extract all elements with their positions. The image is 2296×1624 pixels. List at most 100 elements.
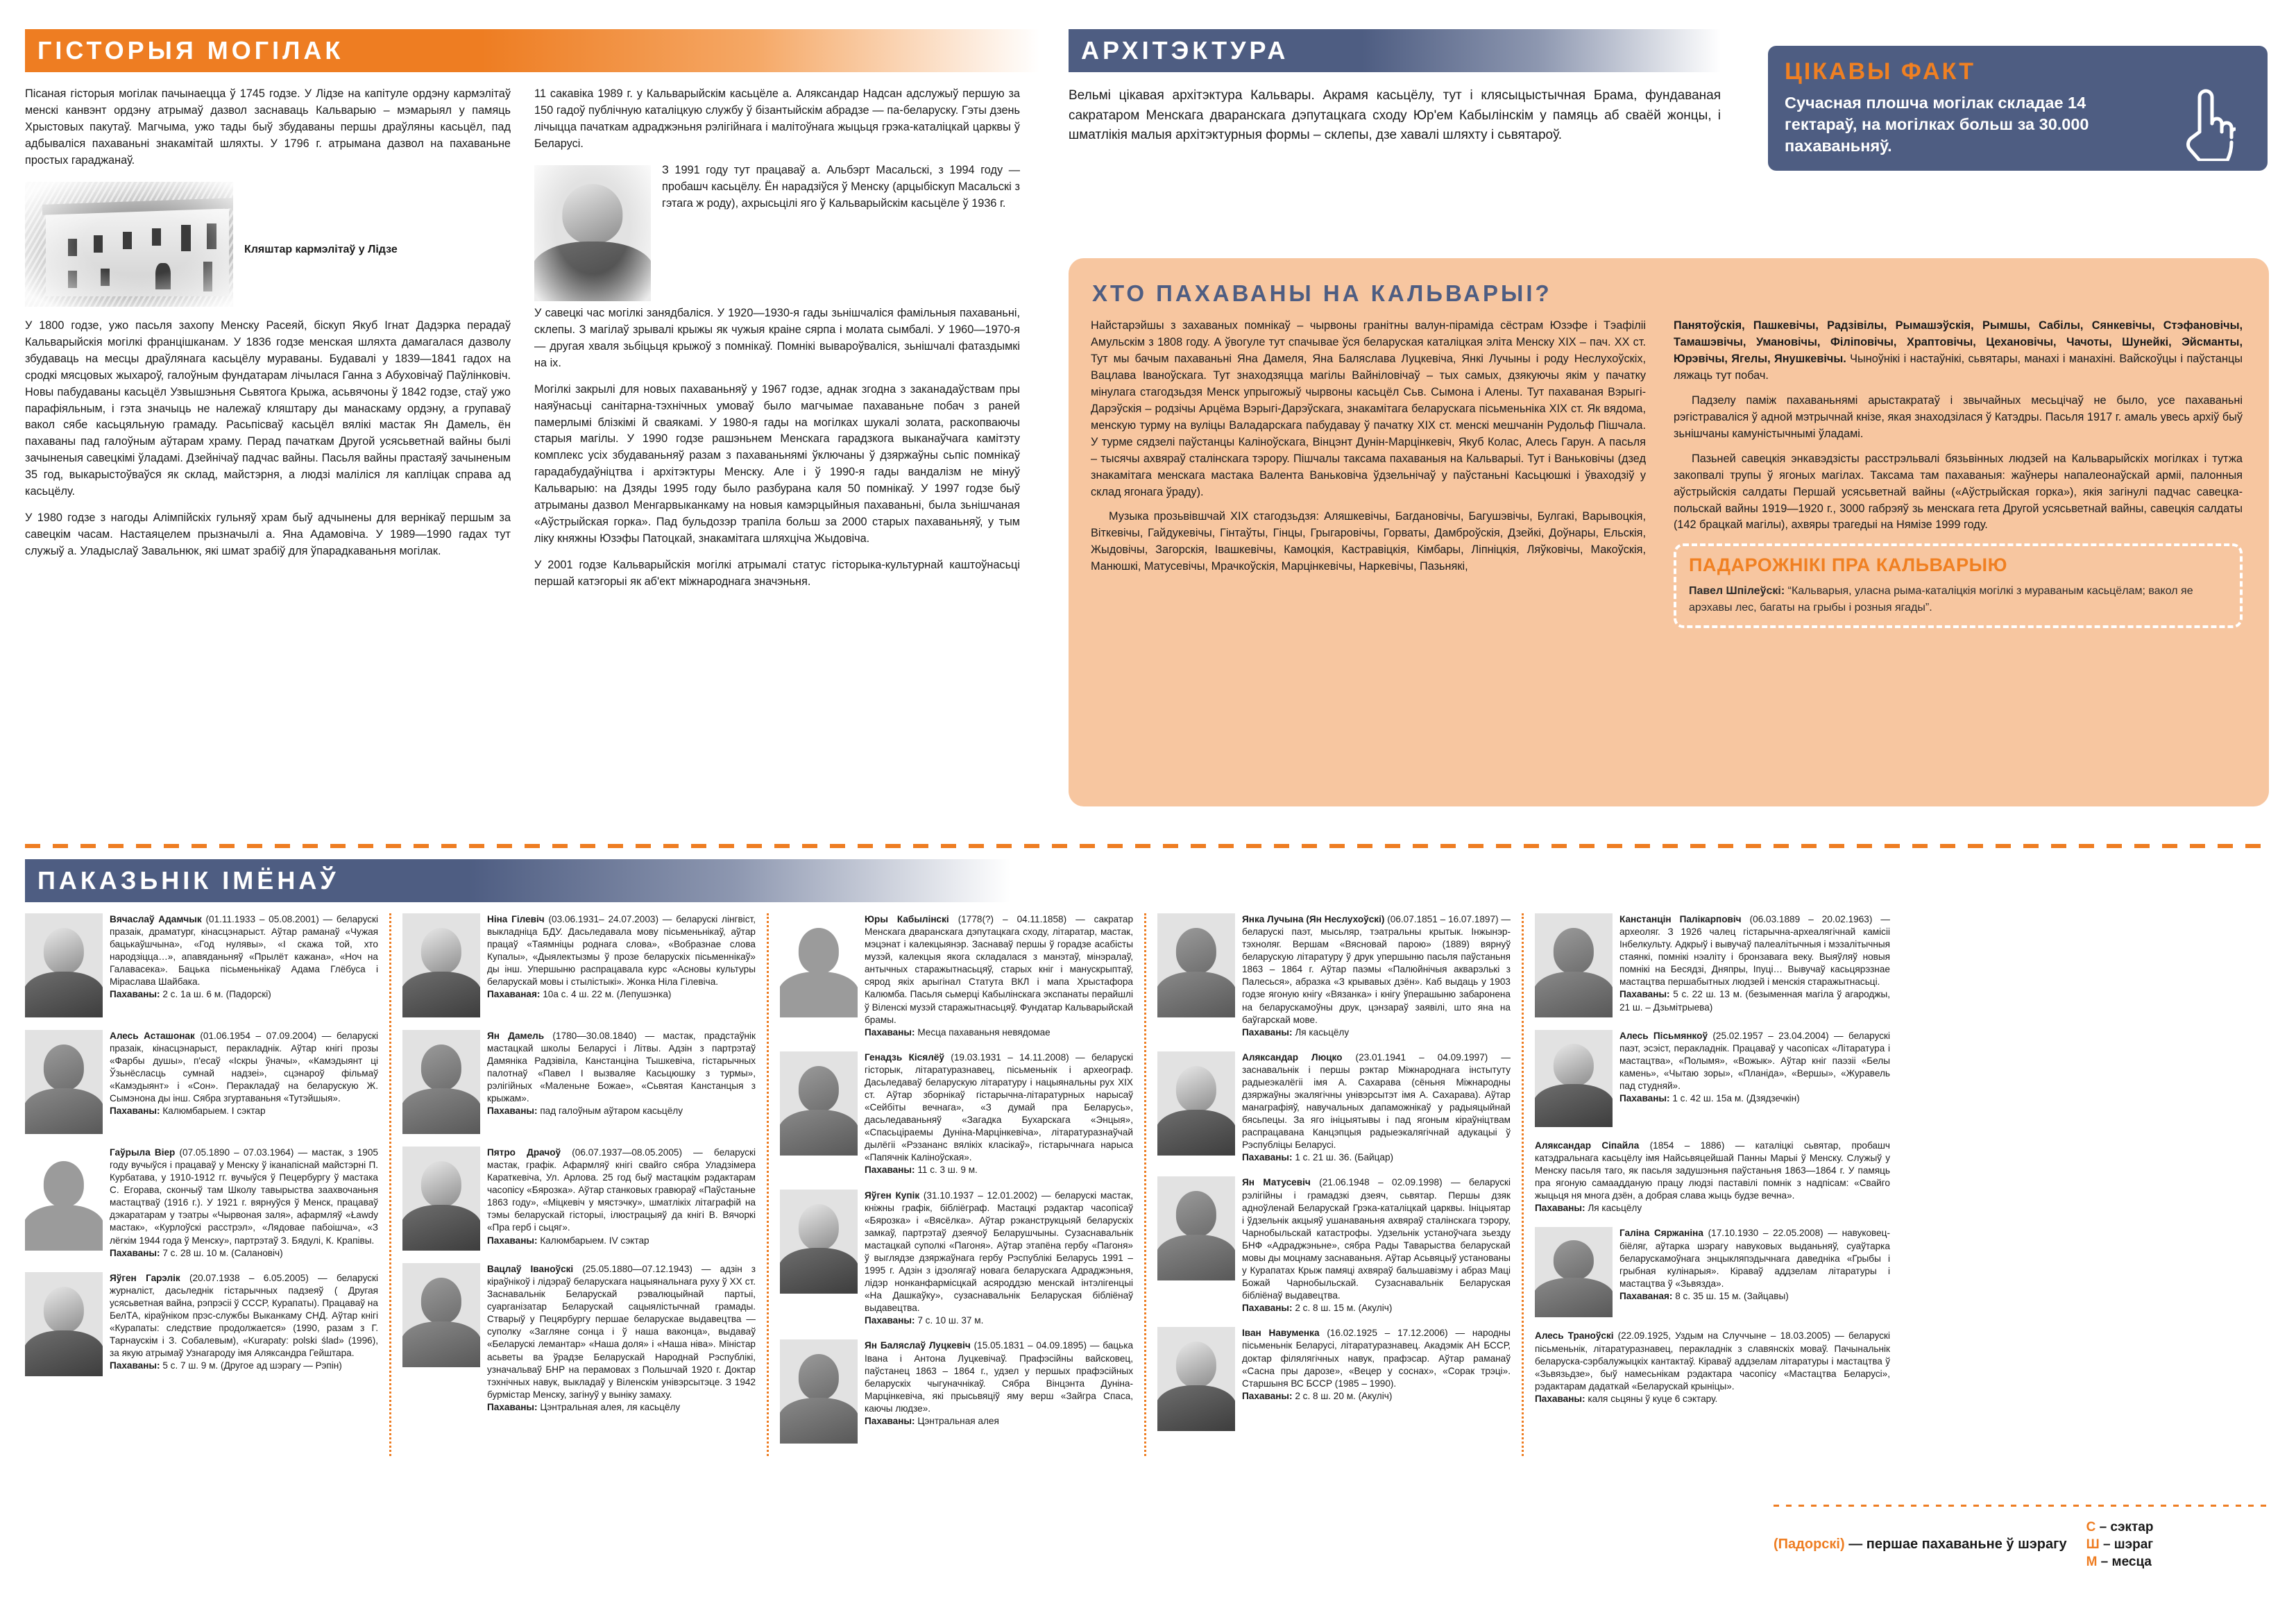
history-p3: У 1980 годзе з нагоды Алімпійскіх гульня… (25, 511, 511, 558)
entry-desc: — беларускі мастак, кніжны графік, біблі… (865, 1190, 1133, 1314)
entry-dates: (06.07.1937—08.05.2005) (572, 1147, 682, 1158)
entry-burial: 1 с. 42 ш. 15а м. (Дзядзечкін) (1669, 1093, 1800, 1104)
architecture-section: АРХІТЭКТУРА Вельмі цікавая архітэктура К… (1069, 29, 1721, 155)
portrait-kupik (780, 1189, 858, 1294)
entry-dates: (19.03.1931 – 14.11.2008) (951, 1051, 1069, 1063)
legend-key-place: М – месца (2086, 1553, 2154, 1571)
entry-name: Пятро Драчоў (487, 1147, 561, 1158)
index-entry: Канстанцін Палікарповіч (06.03.1889 – 20… (1535, 913, 1890, 1017)
entry-name: Іван Навуменка (1242, 1328, 1320, 1339)
legend-key-sector: С – сэктар (2086, 1519, 2154, 1536)
entry-photo (402, 1147, 480, 1251)
entry-burial: Месца пахаваньня невядомае (915, 1026, 1051, 1038)
entry-burial-label: Пахаваная: (1619, 1290, 1673, 1301)
legend-note-text: — першае пахаваньне ў шэрагу (1844, 1537, 2067, 1553)
architecture-heading: АРХІТЭКТУРА (1069, 29, 1721, 72)
entry-burial-label: Пахаваны: (865, 1315, 915, 1326)
index-entry: Іван Навуменка (16.02.1925 – 17.12.2006)… (1157, 1327, 1511, 1432)
portrait-drachou (402, 1147, 480, 1251)
index-entry: Гаўрыла Вieр (07.05.1890 – 07.03.1964) —… (25, 1147, 378, 1260)
index-entry: Ян Баляслаў Луцкевіч (15.05.1831 – 04.09… (780, 1339, 1133, 1444)
legend-key-letter: Ш (2086, 1537, 2100, 1553)
entry-burial: 7 с. 10 ш. 37 м. (915, 1315, 984, 1326)
entry-desc: — каталіцкі сьвятар, пробашч катэдральна… (1535, 1140, 1890, 1201)
entry-burial: 5 с. 22 ш. 13 м. (безыменная магіла ў аг… (1619, 989, 1890, 1013)
entry-photo (1157, 1176, 1235, 1314)
portrait-astashonak (25, 1030, 103, 1134)
entry-name: Алесь Пісьмянкоў (1619, 1031, 1708, 1041)
portrait-palikarpovich (1535, 913, 1613, 1017)
entry-dates: (15.05.1831 – 04.09.1895) (973, 1340, 1087, 1351)
entry-burial: 2 с. 8 ш. 20 м. (Акуліч) (1292, 1390, 1393, 1401)
entry-burial: 1 с. 21 ш. 36. (Байцар) (1292, 1152, 1394, 1163)
entry-name: Канстанцін Палікарповіч (1619, 914, 1742, 924)
entry-photo (402, 913, 480, 1017)
entry-desc: — беларускі паэт, эсэіст, перакладнік. П… (1619, 1031, 1890, 1092)
index-column-4: Янка Лучына (Ян Неслухоўскі) (06.07.1851… (1157, 913, 1524, 1457)
entry-desc: — сакратар Менскага дваранскага дэпутацк… (865, 914, 1133, 1025)
entry-desc: — беларускі мастак, графік. Афармляў кні… (487, 1147, 756, 1233)
entry-dates: (31.10.1937 – 12.01.2002) (923, 1190, 1038, 1201)
entry-desc: — беларускі журналіст, дасьледнік гістар… (110, 1272, 378, 1359)
entry-dates: (25.02.1957 – 23.04.2004) (1712, 1031, 1829, 1041)
entry-name: Аляксандар Сіпайла (1535, 1140, 1640, 1151)
entry-photo (402, 1263, 480, 1414)
entry-dates: (01.11.1933 – 05.08.2001) (205, 914, 319, 924)
index-separator (25, 844, 2273, 848)
lida-monastery-photo (25, 181, 233, 307)
index-entry: Аляксандар Люцко (23.01.1941 – 04.09.199… (1157, 1051, 1511, 1165)
entry-name: Вацлаў Іваноўскі (487, 1264, 574, 1274)
travellers-title: ПАДАРОЖНІКІ ПРА КАЛЬВАРЫЮ (1689, 555, 2007, 576)
index-entry: Галіна Сяржаніна (17.10.1930 – 22.05.200… (1535, 1227, 1890, 1318)
portrait-luchyna (1157, 913, 1235, 1017)
portrait-pismiankou (1535, 1030, 1613, 1127)
entry-name: Генадзь Кісялёў (865, 1051, 944, 1063)
portrait-kisialou (780, 1051, 858, 1156)
entry-photo (25, 1271, 103, 1376)
entry-burial: 5 с. 7 ш. 9 м. (Другое ад шэрагу — Рэпін… (160, 1360, 342, 1371)
portrait-lutskievich (780, 1339, 858, 1444)
entry-desc: — беларускі празаік, драматург, кінасцэн… (110, 914, 378, 988)
entry-desc: — заснавальнік і першы рэктар Міжнародна… (1242, 1051, 1511, 1151)
buried-family-names: Панятоўскія, Пашкевічы, Радзівілы, Рымаш… (1674, 319, 2243, 365)
entry-name: Вячаслаў Адамчык (110, 914, 202, 924)
entry-burial: 11 с. 3 ш. 9 м. (915, 1165, 978, 1176)
legend-key-row: Ш – шэраг (2086, 1536, 2154, 1553)
portrait-ivanouski (402, 1263, 480, 1367)
legend-key-value: – сэктар (2095, 1520, 2154, 1534)
index-entry: Ян Матусевіч (21.06.1948 – 02.09.1998) —… (1157, 1176, 1511, 1314)
entry-burial-label: Пахаваны: (487, 1235, 538, 1246)
history-c2-p2: З 1991 году тут працаваў а. Альбэрт Маса… (662, 163, 1020, 210)
buried-left-column: Найстарэйшы з захаваных помнікаў – чырво… (1091, 318, 1646, 628)
masalski-photo (534, 164, 651, 301)
entry-desc: , Уздым на Случчыне – 18.03.2005) — бела… (1535, 1330, 1890, 1392)
portrait-damel (402, 1030, 480, 1134)
buried-families-tail: Чыноўнікі і настаўнікі, сьвятары, манахі… (1674, 352, 2243, 382)
travellers-quote-wrap: Павел Шпілеўскі: “Кальварыя, уласна рыма… (1689, 583, 2227, 615)
entry-photo (402, 1030, 480, 1134)
entry-name: Юры Кабылінскі (865, 914, 949, 924)
buried-r-p3: Пазьней савецкія энкавэдзісты расстрэльв… (1674, 452, 2243, 532)
portrait-liutsko (1157, 1051, 1235, 1156)
buried-heading: ХТО ПАХАВАНЫ НА КАЛЬВАРЫІ? (1092, 280, 1552, 306)
index-column-5: Канстанцін Палікарповіч (06.03.1889 – 20… (1535, 913, 1901, 1456)
entry-photo (780, 1339, 858, 1444)
fun-fact-title: ЦІКАВЫ ФАКТ (1785, 58, 1975, 85)
entry-name: Ніна Гілевіч (487, 914, 545, 924)
portrait-harelik (25, 1271, 103, 1376)
entry-dates: (1778(?) – 04.11.1858) (958, 914, 1067, 924)
index-heading: ПАКАЗЬНІК ІМЁНАЎ (25, 859, 1010, 902)
masalski-photo-wrap (534, 164, 651, 301)
entry-name: Ян Дамель (487, 1031, 545, 1041)
entry-desc: — мастак, з 1905 году вучыўся і працаваў… (110, 1147, 378, 1246)
entry-photo (1535, 913, 1613, 1017)
entry-desc: — адзін з кіраўнікоў і лідэраў беларуска… (487, 1264, 756, 1400)
entry-desc: — беларускі рэлігійны і грамадзкі дзеяч,… (1242, 1177, 1511, 1301)
history-column-2: 11 сакавіка 1989 г. у Кальварыйскім кась… (534, 86, 1020, 600)
entry-burial: 2 с. 1а ш. 6 м. (Падорскі) (160, 989, 271, 1000)
pointing-hand-icon (2176, 89, 2237, 164)
entry-dates: (16.02.1925 – 17.12.2006) (1327, 1328, 1448, 1339)
entry-burial-label: Пахаваны: (1242, 1303, 1293, 1314)
entry-burial-label: Пахаваная: (487, 989, 541, 1000)
legend-key-letter: М (2086, 1555, 2098, 1570)
